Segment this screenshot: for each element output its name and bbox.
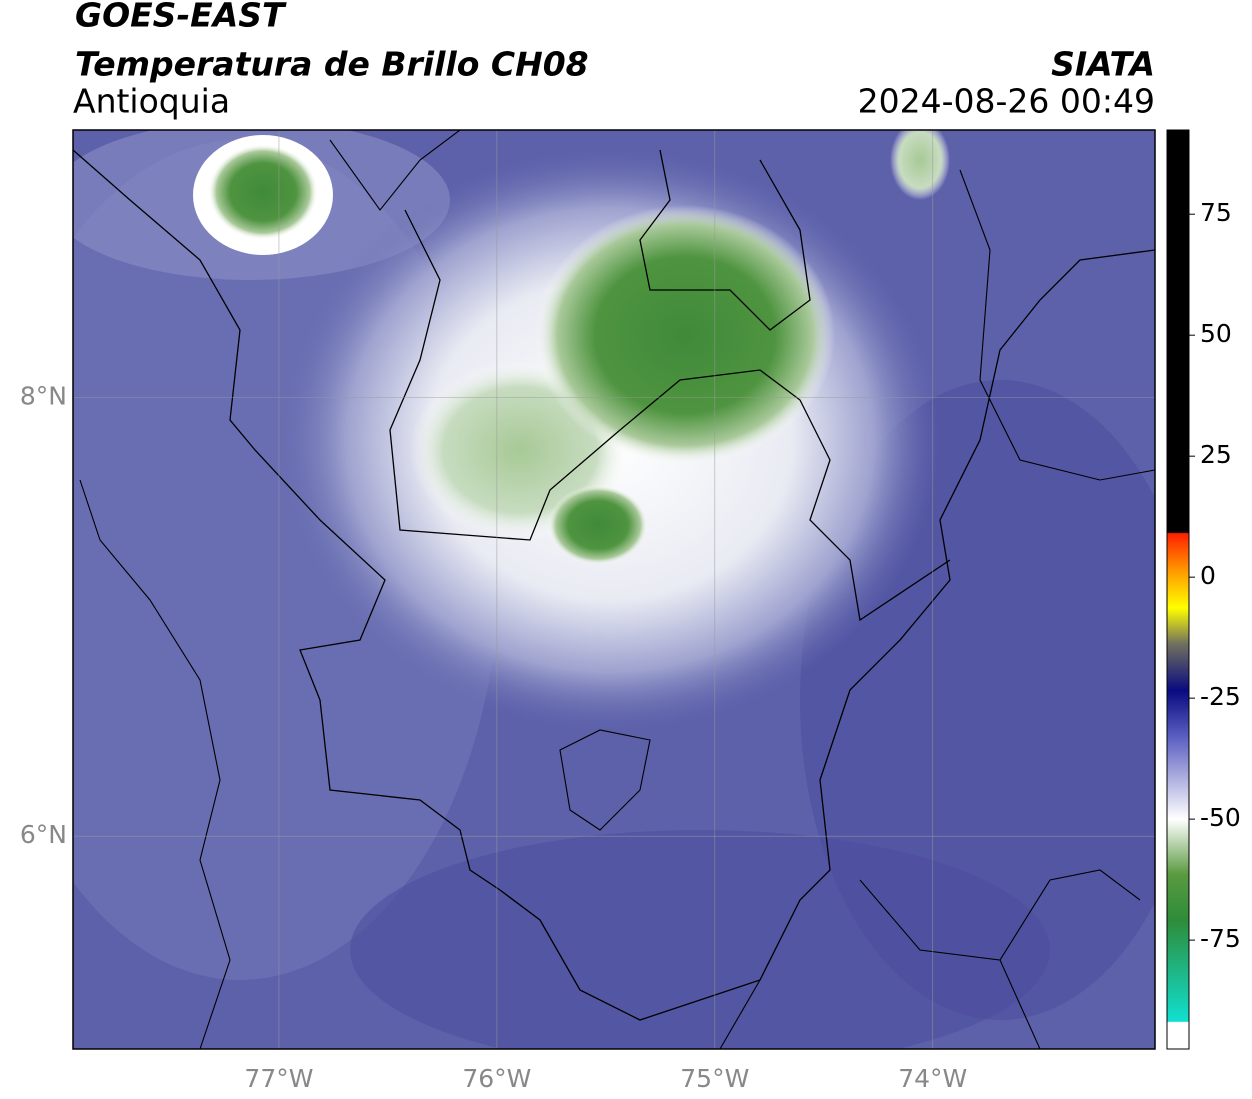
lat-tick-label: 6°N xyxy=(20,820,67,849)
source: GOES-EAST xyxy=(75,0,287,35)
title: Temperatura de Brillo CH08 xyxy=(75,45,589,84)
lon-tick-label: 74°W xyxy=(898,1064,967,1093)
colorbar-tick-label: -75 xyxy=(1200,924,1241,953)
agency: SIATA xyxy=(1051,45,1155,84)
lon-tick-label: 75°W xyxy=(680,1064,749,1093)
map-frame xyxy=(72,129,1156,1050)
colorbar-tick-label: -50 xyxy=(1200,803,1241,832)
colorbar-tick-label: 0 xyxy=(1200,561,1216,590)
region: Antioquia xyxy=(73,82,230,121)
colorbar-tick-label: 25 xyxy=(1200,440,1232,469)
colorbar-tick-label: 50 xyxy=(1200,319,1232,348)
colorbar xyxy=(1166,129,1190,1050)
colorbar-tick-label: -25 xyxy=(1200,682,1241,711)
lat-tick-label: 8°N xyxy=(20,382,67,411)
colorbar-tick-label: 75 xyxy=(1200,198,1232,227)
lon-tick-label: 77°W xyxy=(244,1064,313,1093)
map-image xyxy=(73,130,1155,1049)
datetime: 2024-08-26 00:49 xyxy=(858,82,1155,121)
lon-tick-label: 76°W xyxy=(462,1064,531,1093)
